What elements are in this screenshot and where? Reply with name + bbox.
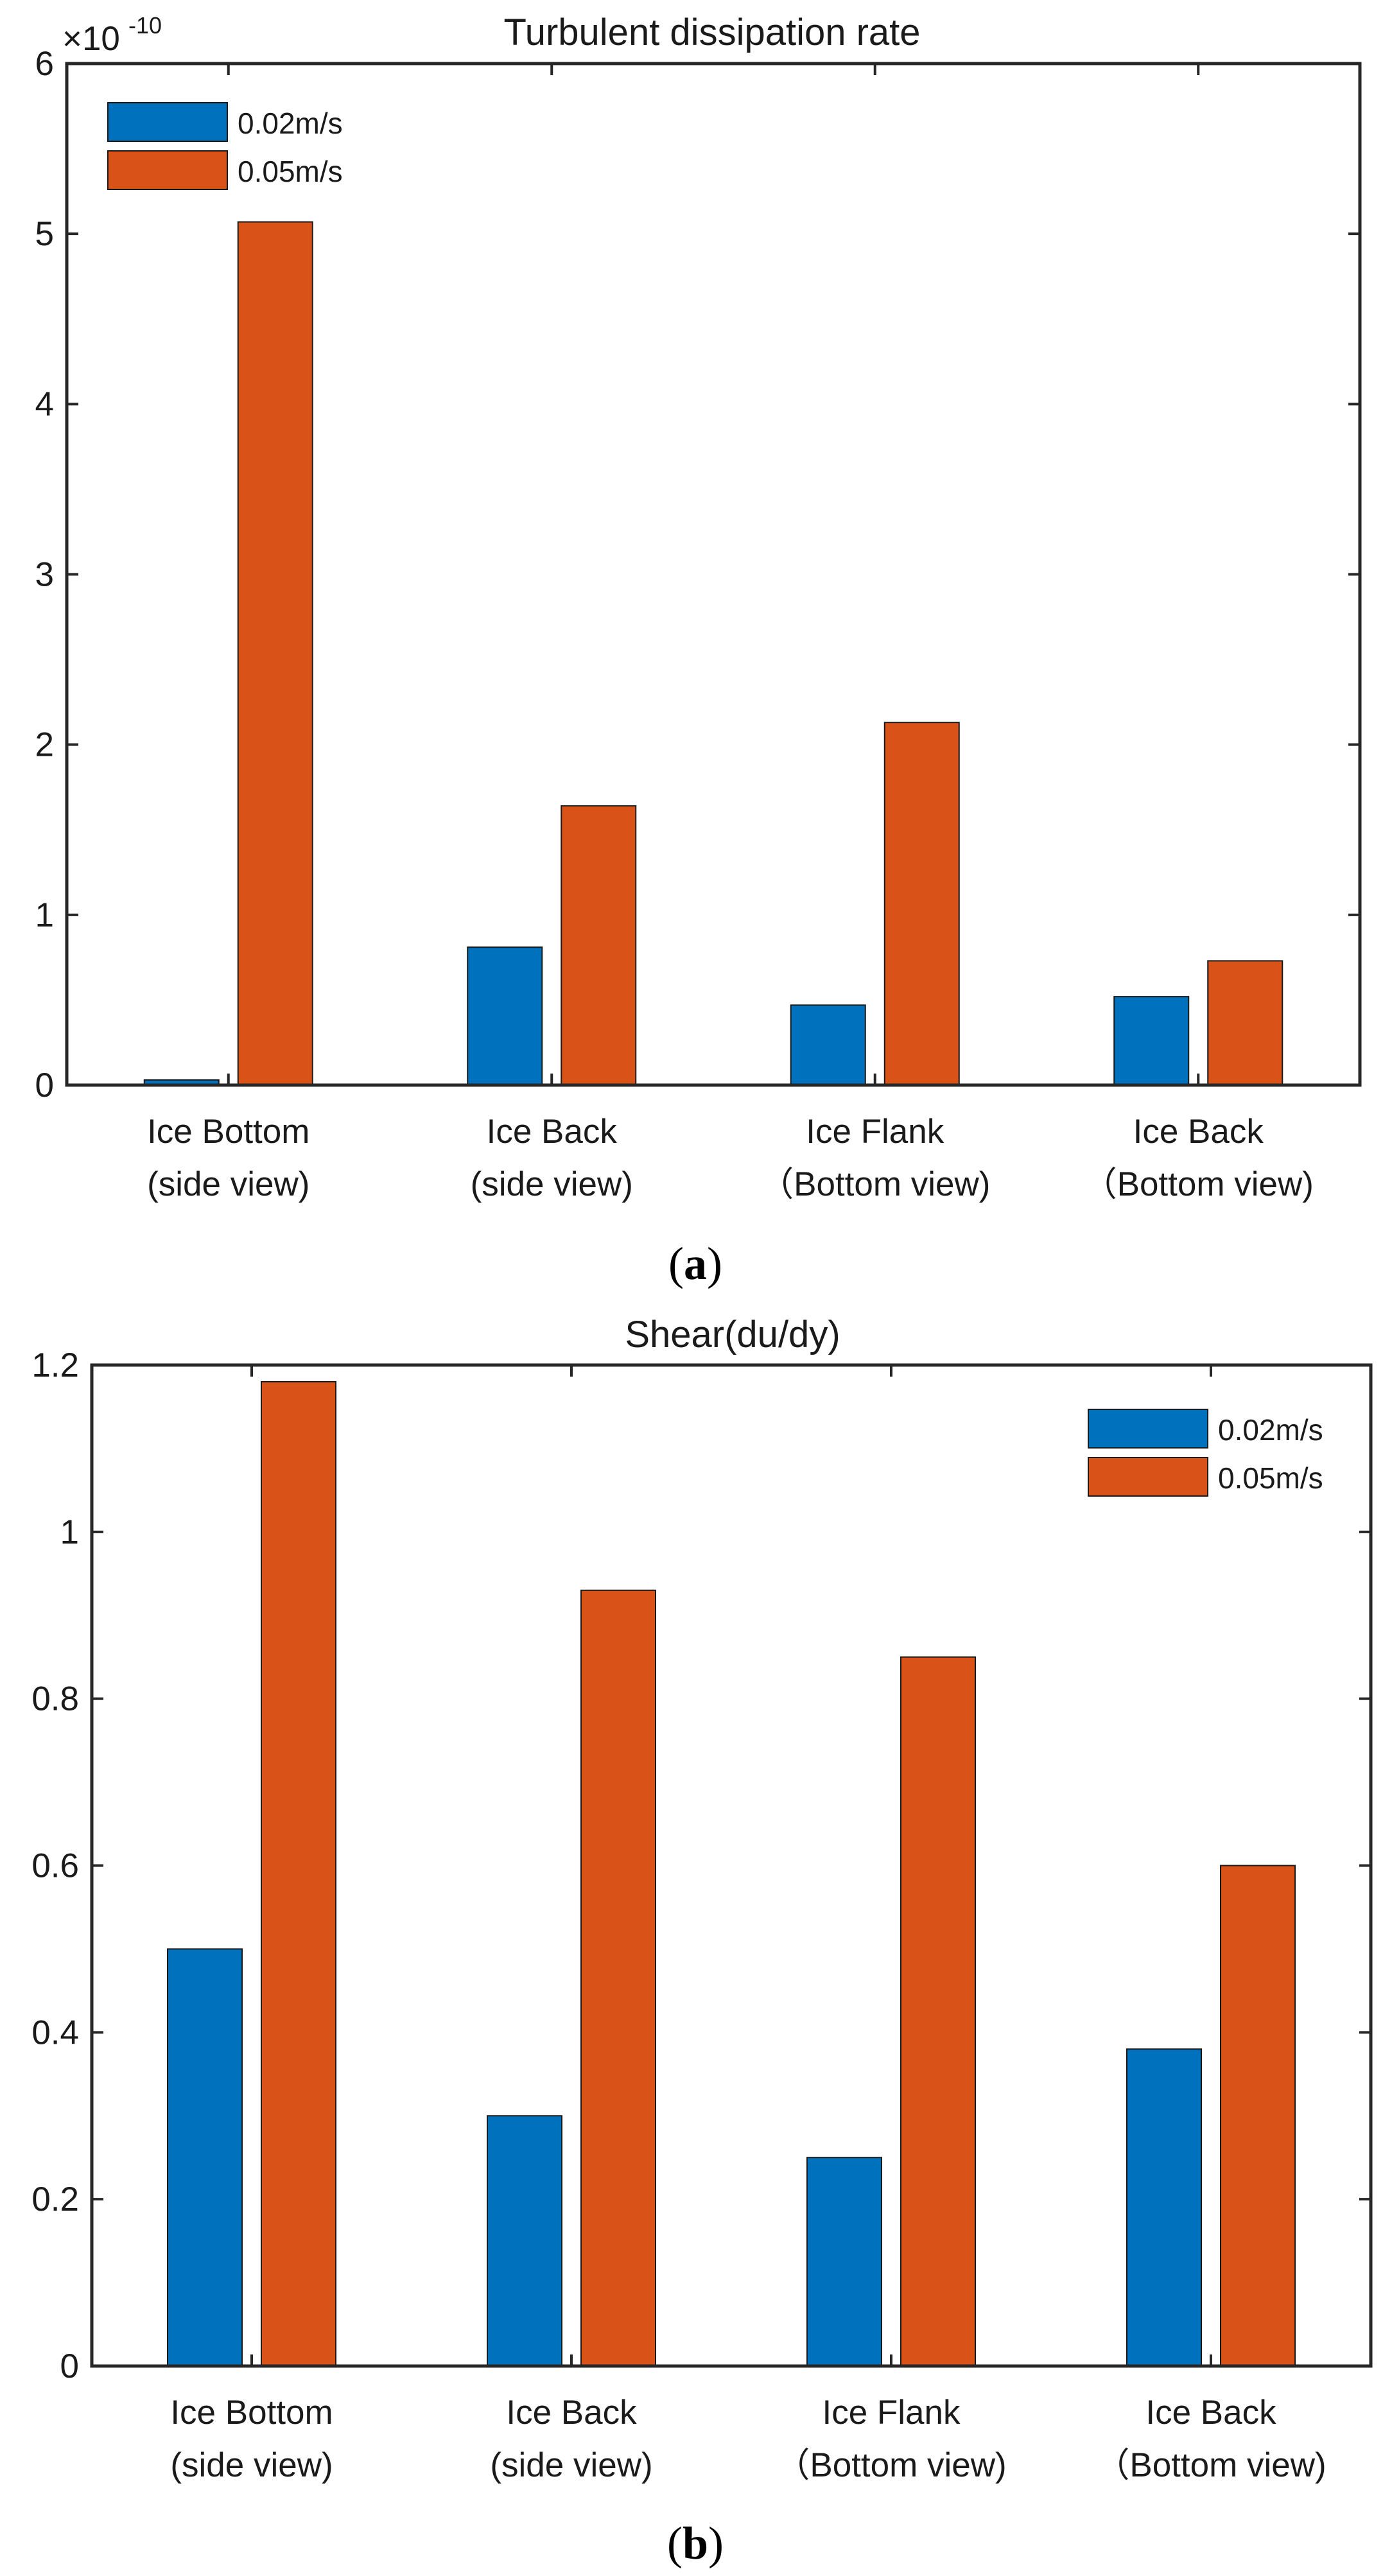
chart-b-ytick-label-6: 1.2: [31, 1346, 79, 1384]
chart-b-xtick-label-2-line1: Ice Flank: [822, 2394, 961, 2432]
chart-a-bar-s2-c1: [237, 221, 313, 1086]
chart-a-bar-s2-c3: [883, 722, 960, 1086]
chart-a-ytick-label-5: 5: [35, 215, 54, 253]
chart-b-xtick-label-1-line2: (side view): [490, 2446, 652, 2484]
chart-a-bar-s1-c3: [790, 1004, 866, 1086]
chart-a-exponent-power: -10: [128, 12, 162, 39]
chart-b-ytick-label-1: 0.2: [31, 2180, 79, 2218]
chart-a-ytick-label-4: 4: [35, 385, 54, 423]
chart-b: Shear(du/dy) 0 0.2 0.4 0.6 0.8 1 1.2 Ice Botto…: [31, 1314, 1373, 2569]
chart-a-legend-label-1: 0.02m/s: [238, 107, 343, 140]
chart-b-ytick-label-0: 0: [60, 2347, 79, 2385]
chart-b-bar-s2-c3: [900, 1656, 976, 2367]
chart-b-bar-s2-c2: [580, 1589, 656, 2367]
chart-a-exponent: ×10 -10: [62, 12, 162, 58]
chart-a-xtick-label-0-line2: (side view): [147, 1165, 309, 1203]
chart-a-exponent-base: ×10: [62, 20, 120, 58]
chart-a-ytick-label-1: 1: [35, 896, 54, 934]
chart-a-legend-swatch-1: [107, 102, 228, 142]
chart-b-bar-s1-c1: [167, 1948, 243, 2367]
chart-a-bar-s2-c4: [1207, 960, 1283, 1086]
chart-a-legend-label-2: 0.05m/s: [238, 155, 343, 188]
chart-b-xtick-label-0-line1: Ice Bottom: [170, 2394, 333, 2432]
chart-a-ytick-label-0: 0: [35, 1066, 54, 1104]
chart-b-xtick-label-3-line2: （Bottom view): [1095, 2446, 1326, 2484]
chart-a-xtick-label-2-line1: Ice Flank: [806, 1113, 944, 1151]
chart-b-legend-swatch-2: [1088, 1457, 1208, 1497]
chart-a-xtick-label-3-line1: Ice Back: [1133, 1113, 1264, 1151]
chart-a-xtick-label-3-line2: （Bottom view): [1083, 1165, 1314, 1203]
chart-b-panel-label: (b): [667, 2518, 724, 2569]
chart-a-xtick-label-2-line2: （Bottom view): [760, 1165, 990, 1203]
chart-a-xtick-label-0-line1: Ice Bottom: [147, 1113, 309, 1151]
chart-b-bar-s1-c4: [1126, 2048, 1202, 2367]
chart-b-legend-label-1: 0.02m/s: [1218, 1413, 1323, 1447]
chart-b-bar-s2-c4: [1220, 1865, 1296, 2367]
chart-a-title: Turbulent dissipation rate: [503, 12, 920, 53]
chart-b-xtick-label-0-line2: (side view): [170, 2446, 333, 2484]
chart-a-bar-s1-c2: [467, 946, 543, 1086]
chart-a-ytick-label-2: 2: [35, 726, 54, 764]
chart-b-title: Shear(du/dy): [625, 1314, 840, 1355]
chart-a-legend-swatch-2: [107, 150, 228, 190]
chart-b-ytick-label-5: 1: [60, 1513, 79, 1551]
chart-a-ytick-label-6: 6: [35, 45, 54, 83]
chart-a-xtick-label-1-line2: (side view): [471, 1165, 633, 1203]
chart-a-bar-s1-c4: [1113, 996, 1190, 1086]
chart-b-bar-s1-c3: [806, 2157, 882, 2367]
chart-a-bar-s2-c2: [561, 805, 637, 1086]
chart-b-legend-swatch-1: [1088, 1409, 1208, 1449]
chart-a: Turbulent dissipation rate ×10 -10 0 1 2 3 4…: [35, 12, 1362, 1289]
chart-b-xtick-label-1-line1: Ice Back: [506, 2394, 637, 2432]
chart-b-legend-label-2: 0.05m/s: [1218, 1461, 1323, 1495]
chart-b-xtick-label-3-line1: Ice Back: [1145, 2394, 1276, 2432]
chart-a-panel-label: (a): [668, 1238, 722, 1289]
chart-b-ytick-label-2: 0.4: [31, 2014, 79, 2051]
chart-b-xtick-label-2-line2: （Bottom view): [776, 2446, 1006, 2484]
chart-a-ytick-label-3: 3: [35, 556, 54, 594]
chart-b-ytick-label-3: 0.6: [31, 1847, 79, 1885]
chart-b-ytick-label-4: 0.8: [31, 1680, 79, 1718]
chart-a-xtick-label-1-line1: Ice Back: [487, 1113, 618, 1151]
chart-b-bar-s1-c2: [487, 2115, 562, 2367]
chart-b-bar-s2-c1: [261, 1380, 336, 2367]
